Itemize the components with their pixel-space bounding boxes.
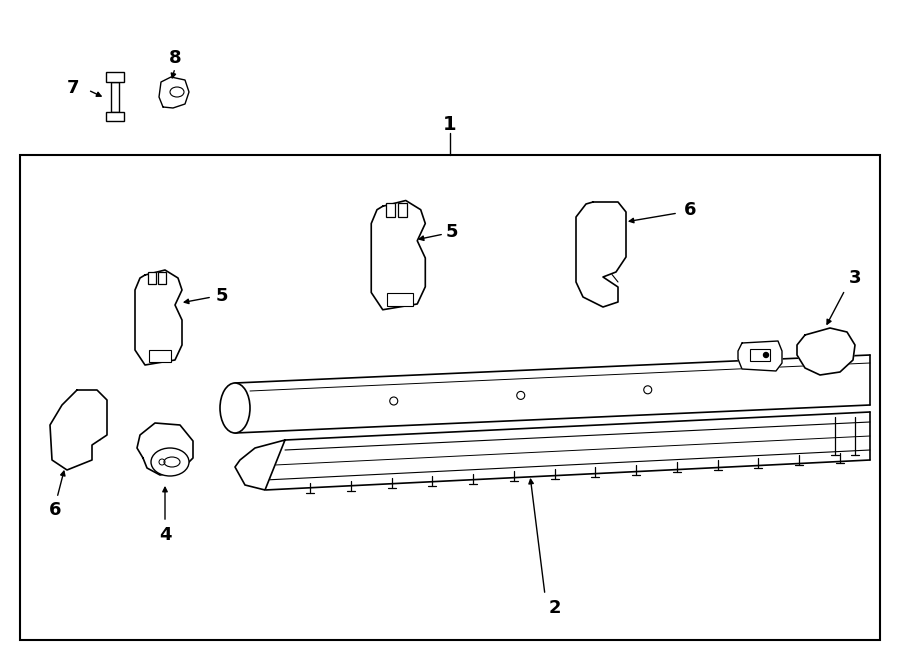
Bar <box>158 272 166 284</box>
Bar <box>20 155 880 640</box>
Bar <box>149 350 171 362</box>
Text: 8: 8 <box>168 49 181 67</box>
Text: 4: 4 <box>158 526 171 544</box>
Circle shape <box>763 352 769 358</box>
Polygon shape <box>371 200 426 310</box>
Text: 5: 5 <box>216 287 229 305</box>
Text: 6: 6 <box>49 501 61 519</box>
Bar <box>387 293 412 306</box>
Text: 5: 5 <box>446 223 458 241</box>
Polygon shape <box>137 423 193 475</box>
Text: 6: 6 <box>684 201 697 219</box>
Bar <box>106 112 124 121</box>
Bar <box>148 272 156 284</box>
Text: 1: 1 <box>443 116 457 134</box>
Ellipse shape <box>170 87 184 97</box>
Ellipse shape <box>220 383 250 433</box>
Bar <box>106 72 124 82</box>
Polygon shape <box>738 341 782 371</box>
Polygon shape <box>797 328 855 375</box>
Bar <box>386 203 395 217</box>
Ellipse shape <box>151 448 189 476</box>
Ellipse shape <box>164 457 180 467</box>
Bar <box>111 82 119 112</box>
Polygon shape <box>576 202 626 307</box>
Polygon shape <box>50 390 107 470</box>
Polygon shape <box>135 270 182 365</box>
Text: 2: 2 <box>549 599 562 617</box>
Polygon shape <box>235 440 285 490</box>
Bar <box>750 349 770 361</box>
Polygon shape <box>159 77 189 108</box>
Text: 7: 7 <box>67 79 79 97</box>
Bar <box>398 203 407 217</box>
Text: 3: 3 <box>849 269 861 287</box>
